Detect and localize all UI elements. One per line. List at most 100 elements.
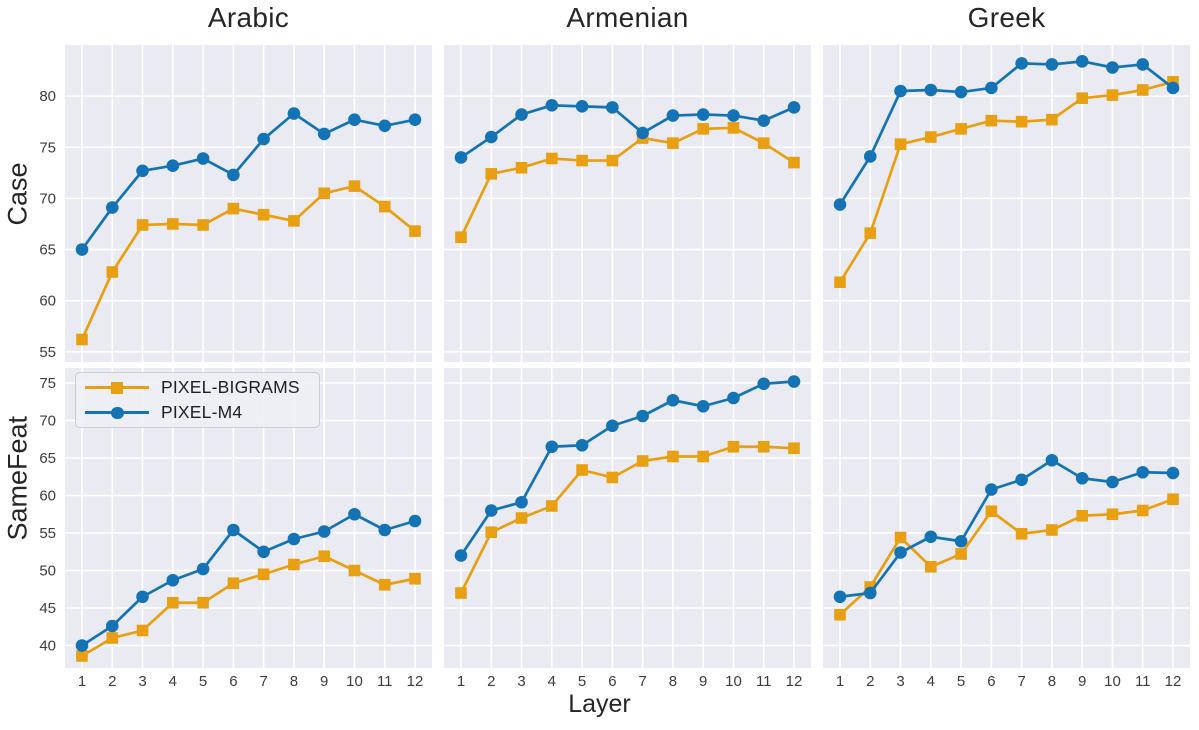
data-point bbox=[1136, 84, 1149, 96]
x-tick-label: 12 bbox=[1165, 673, 1182, 690]
data-point bbox=[485, 526, 498, 539]
data-point bbox=[257, 208, 270, 221]
data-point bbox=[197, 596, 209, 609]
data-point bbox=[696, 108, 710, 121]
data-point bbox=[167, 218, 179, 230]
data-point bbox=[894, 84, 907, 98]
data-point bbox=[105, 201, 119, 214]
data-point bbox=[455, 231, 467, 244]
data-point bbox=[288, 558, 300, 571]
data-point bbox=[1046, 113, 1058, 126]
data-point bbox=[727, 391, 740, 405]
data-point bbox=[515, 108, 528, 121]
subplot-samefeat-greek: 1 2 3 4 5 6 7 8 9 10 11 12 bbox=[823, 368, 1190, 690]
data-point bbox=[288, 215, 300, 227]
data-point bbox=[196, 152, 210, 165]
y-tick-labels: 40 45 50 55 60 65 70 75 bbox=[39, 375, 56, 655]
x-tick-label: 6 bbox=[229, 673, 237, 690]
data-point bbox=[1076, 509, 1088, 522]
data-point bbox=[1136, 58, 1150, 71]
x-tick-label: 3 bbox=[896, 673, 904, 690]
data-point bbox=[864, 227, 877, 239]
data-point bbox=[1015, 527, 1028, 540]
x-tick-label: 8 bbox=[290, 673, 298, 690]
data-point bbox=[954, 85, 968, 99]
x-tick-label: 10 bbox=[725, 673, 742, 690]
data-point bbox=[1166, 466, 1180, 480]
data-point bbox=[985, 114, 998, 127]
data-point bbox=[197, 219, 209, 231]
x-tick-label: 4 bbox=[548, 673, 556, 690]
data-point bbox=[575, 438, 589, 452]
data-point bbox=[227, 523, 240, 537]
x-tick-label: 5 bbox=[578, 673, 586, 690]
x-tick-label: 12 bbox=[786, 673, 803, 690]
data-point bbox=[287, 107, 301, 120]
data-point bbox=[348, 180, 361, 192]
x-tick-label: 2 bbox=[487, 673, 495, 690]
data-point bbox=[757, 440, 770, 453]
x-tick-label: 9 bbox=[1078, 673, 1086, 690]
subplot-case-armenian bbox=[444, 45, 811, 362]
data-point bbox=[318, 187, 330, 200]
PIXEL-BIGRAMS-markers bbox=[455, 440, 800, 599]
data-point bbox=[485, 168, 498, 180]
data-point bbox=[667, 450, 679, 463]
data-point bbox=[576, 154, 588, 167]
y-tick-label: 80 bbox=[39, 88, 56, 105]
y-tick-label: 70 bbox=[39, 190, 56, 207]
data-point bbox=[136, 164, 149, 178]
data-point bbox=[1045, 58, 1059, 71]
data-point bbox=[317, 525, 331, 538]
PIXEL-M4-markers bbox=[75, 107, 422, 256]
y-tick-label: 75 bbox=[39, 139, 56, 156]
x-tick-label: 10 bbox=[1104, 673, 1121, 690]
x-tick-label: 1 bbox=[78, 673, 86, 690]
PIXEL-M4-markers bbox=[833, 55, 1180, 211]
x-tick-label: 8 bbox=[669, 673, 677, 690]
data-point bbox=[409, 225, 421, 237]
legend-entry-pixel-bigrams: PIXEL-BIGRAMS bbox=[85, 377, 319, 399]
data-point bbox=[408, 514, 422, 528]
data-point bbox=[1106, 89, 1119, 101]
data-point bbox=[894, 531, 907, 544]
row-label-case: Case bbox=[2, 162, 33, 226]
data-point bbox=[985, 483, 998, 496]
PIXEL-M4-markers bbox=[833, 453, 1180, 604]
y-tick-label: 55 bbox=[39, 344, 56, 361]
column-title-greek: Greek bbox=[967, 2, 1046, 33]
x-tick-label: 12 bbox=[407, 673, 424, 690]
data-point bbox=[1045, 453, 1059, 467]
x-tick-label: 4 bbox=[169, 673, 177, 690]
data-point bbox=[545, 440, 559, 454]
data-point bbox=[757, 114, 771, 127]
data-point bbox=[606, 101, 619, 114]
panel-background bbox=[823, 368, 1190, 668]
data-point bbox=[227, 202, 240, 215]
y-tick-label: 50 bbox=[39, 563, 56, 580]
data-point bbox=[136, 624, 149, 637]
subplot-case-arabic: 55 60 65 70 75 80 bbox=[39, 45, 432, 362]
data-point bbox=[1075, 55, 1089, 68]
data-point bbox=[454, 549, 468, 562]
x-tick-label: 2 bbox=[108, 673, 116, 690]
data-point bbox=[317, 127, 331, 141]
data-point bbox=[1046, 524, 1058, 536]
data-point bbox=[636, 455, 649, 467]
legend-entry-pixel-m4: PIXEL-M4 bbox=[85, 402, 319, 424]
x-tick-label: 1 bbox=[836, 673, 844, 690]
PIXEL-BIGRAMS-markers bbox=[76, 550, 421, 662]
data-point bbox=[925, 131, 937, 143]
data-point bbox=[75, 243, 89, 256]
data-point bbox=[727, 122, 740, 134]
data-point bbox=[985, 505, 998, 518]
data-point bbox=[606, 419, 619, 433]
data-point bbox=[1166, 81, 1180, 95]
data-point bbox=[167, 596, 179, 609]
data-point bbox=[348, 507, 361, 521]
data-point bbox=[1015, 473, 1028, 487]
x-tick-label: 7 bbox=[259, 673, 267, 690]
data-point bbox=[105, 619, 119, 633]
data-point bbox=[788, 156, 800, 169]
